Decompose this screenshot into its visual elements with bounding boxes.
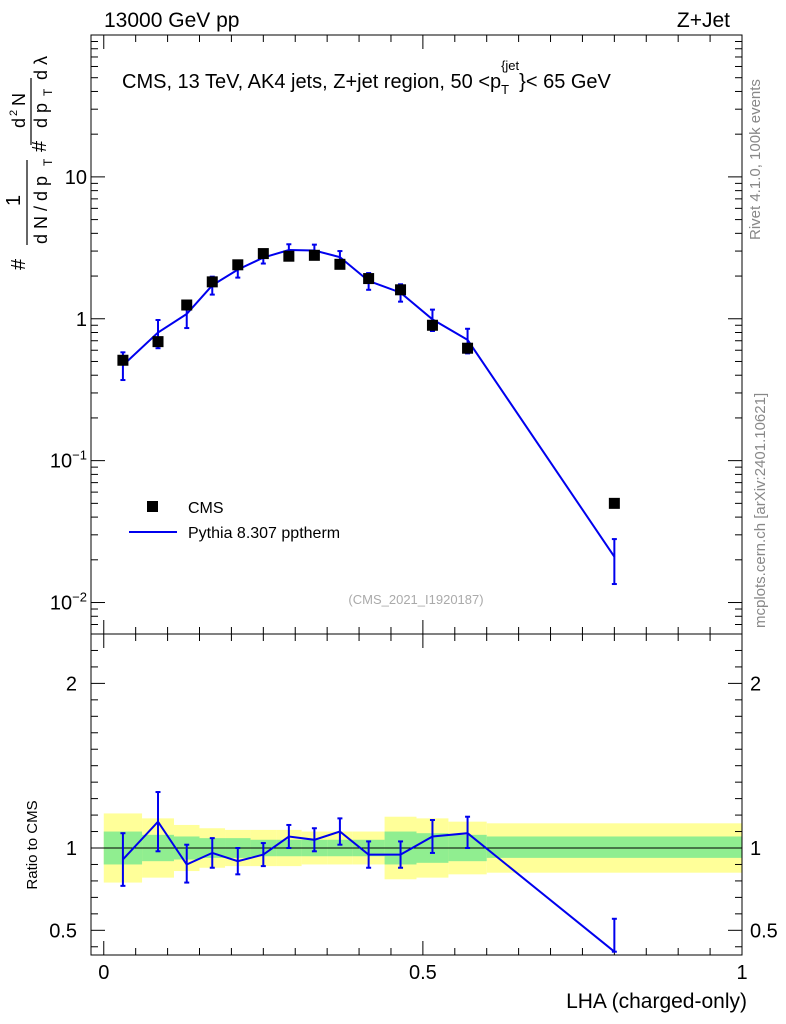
cms-data-point bbox=[462, 342, 474, 354]
ratio-frame bbox=[90, 633, 743, 956]
cms-data-point bbox=[395, 284, 407, 296]
main-title: CMS, 13 TeV, AK4 jets, Z+jet region, 50 … bbox=[122, 58, 612, 97]
rivet-label: Rivet 4.1.0, 100k events bbox=[747, 79, 764, 240]
x-tick-label: 0 bbox=[98, 962, 109, 984]
ylabel-hash2: # bbox=[29, 140, 51, 152]
ylabel-dp: d p bbox=[31, 103, 51, 128]
ratio-ylabel: Ratio to CMS bbox=[24, 800, 41, 889]
cms-data-point bbox=[608, 497, 620, 509]
main-frame bbox=[90, 34, 743, 635]
cms-data-point bbox=[152, 336, 164, 348]
main-y-tick-label: 10−2 bbox=[50, 590, 87, 615]
main-marks bbox=[117, 243, 620, 586]
cms-data-point bbox=[257, 248, 269, 260]
legend-cms-label: CMS bbox=[188, 500, 224, 517]
ratio-y-tick-label-right: 1 bbox=[750, 838, 761, 860]
x-tick-label: 1 bbox=[736, 962, 747, 984]
ylabel-dsq: d bbox=[9, 118, 29, 128]
cms-data-point bbox=[206, 276, 218, 288]
header-left: 13000 GeV pp bbox=[104, 9, 239, 32]
ratio-y-tick-label-right: 2 bbox=[750, 673, 761, 695]
cms-data-point bbox=[334, 258, 346, 270]
legend-pythia-label: Pythia 8.307 pptherm bbox=[188, 525, 340, 542]
main-y-tick-label: 10 bbox=[65, 167, 87, 189]
mcplots-label: mcplots.cern.ch [arXiv:2401.10621] bbox=[752, 393, 769, 628]
analysis-watermark: (CMS_2021_I1920187) bbox=[348, 592, 483, 607]
main-panel: 10−2 10−1 1 10 bbox=[50, 34, 743, 635]
ylabel-dl: d λ bbox=[31, 56, 51, 80]
main-y-tick-label: 10−1 bbox=[50, 448, 87, 473]
title-sub: T bbox=[501, 82, 509, 97]
ylabel-two: 2 bbox=[8, 110, 20, 116]
ratio-panel: 0.5 0.51 12 20 0.5 1 bbox=[49, 633, 778, 984]
legend-cms-marker bbox=[147, 501, 158, 512]
ylabel-t1: T bbox=[41, 158, 55, 166]
x-tick-label: 0.5 bbox=[409, 962, 437, 984]
cms-data-point bbox=[308, 249, 320, 261]
ylabel-dn: d N / d p bbox=[31, 176, 51, 244]
cms-data-point bbox=[232, 259, 244, 271]
ratio-y-tick-label: 2 bbox=[66, 673, 77, 695]
header-right: Z+Jet bbox=[677, 9, 730, 32]
ratio-series-line bbox=[122, 820, 616, 953]
cms-data-point bbox=[117, 354, 129, 366]
legend: CMS Pythia 8.307 pptherm bbox=[129, 500, 340, 542]
ylabel-t2: T bbox=[41, 88, 55, 96]
ratio-marks bbox=[120, 791, 617, 953]
ratio-band-green bbox=[486, 836, 742, 858]
main-y-tick-label: 1 bbox=[76, 309, 87, 331]
ylabel-one: 1 bbox=[3, 195, 25, 206]
cms-data-point bbox=[181, 299, 193, 311]
main-ylabel: # 1 d N / d p T # d 2 N d p T d λ bbox=[3, 56, 55, 270]
ylabel-n: N bbox=[9, 93, 29, 106]
x-axis-label: LHA (charged-only) bbox=[566, 990, 747, 1013]
cms-data-point bbox=[426, 319, 438, 331]
title-sup: {jet bbox=[501, 58, 519, 73]
title-main: CMS, 13 TeV, AK4 jets, Z+jet region, 50 … bbox=[122, 71, 501, 93]
title-end: }< 65 GeV bbox=[519, 71, 611, 93]
cms-data-point bbox=[363, 273, 375, 285]
ratio-y-tick-label-right: 0.5 bbox=[750, 920, 778, 942]
ratio-y-tick-label: 0.5 bbox=[49, 920, 77, 942]
ylabel-hash: # bbox=[8, 258, 30, 270]
cms-data-point bbox=[283, 250, 295, 262]
ratio-y-tick-label: 1 bbox=[66, 838, 77, 860]
